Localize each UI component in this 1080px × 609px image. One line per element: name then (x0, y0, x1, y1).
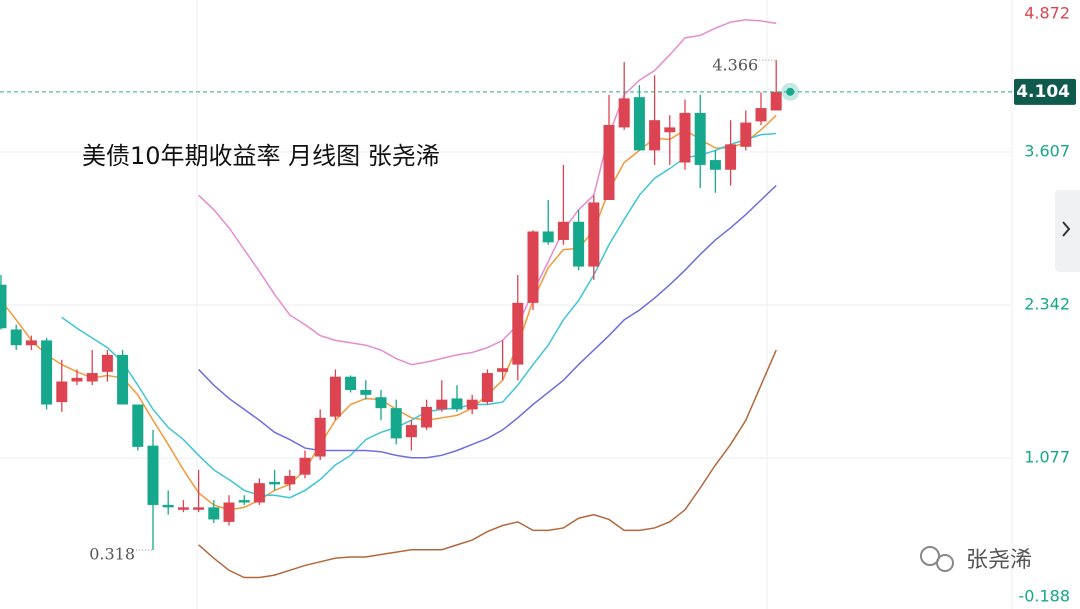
watermark-icon (920, 546, 940, 566)
last-price-tag-bg (1014, 78, 1076, 105)
candle-body (709, 160, 721, 170)
candle-body (345, 376, 357, 390)
candle-body (314, 417, 326, 457)
candle-body (573, 221, 585, 267)
candle-body (162, 504, 174, 508)
candle-body (588, 202, 600, 267)
candle-body (649, 120, 661, 151)
chart-title: 美债10年期收益率 月线图 张尧浠 (82, 142, 440, 170)
candle-body (466, 399, 478, 410)
candle-body (421, 406, 433, 428)
candle-body (86, 373, 98, 382)
indicator-line (198, 18, 777, 366)
candle-body (117, 354, 129, 405)
candle-body (694, 112, 706, 165)
y-tick-label: 4.872 (1024, 4, 1070, 23)
next-button-icon[interactable] (1062, 221, 1071, 237)
candle-body (375, 397, 387, 409)
candle-body (360, 389, 372, 395)
candle-body (481, 373, 493, 403)
candle-body (56, 381, 68, 403)
candle-body (238, 500, 250, 503)
candle-body (193, 507, 205, 510)
watermark: 张尧浠 (920, 546, 1032, 573)
candle-body (603, 124, 615, 201)
candle-body (557, 221, 569, 240)
indicator-line (198, 184, 777, 459)
candle-body (497, 368, 509, 372)
candle-body (527, 231, 539, 303)
candle-body (253, 483, 265, 503)
candle-body (512, 302, 524, 365)
candle-body (132, 404, 144, 447)
candle-body (542, 231, 554, 243)
annotation-label: 0.318 (89, 544, 135, 563)
candle-body (101, 354, 113, 372)
last-price-tag: 4.104 (1016, 82, 1070, 102)
watermark-text: 张尧浠 (966, 548, 1032, 573)
candle-body (740, 122, 752, 147)
candle-body (755, 108, 767, 122)
candle-body (390, 408, 402, 439)
candle-body (329, 376, 341, 417)
candle-body (284, 475, 296, 485)
candle-body (223, 502, 235, 522)
candle-body (25, 340, 37, 346)
annotation-label: 4.366 (712, 56, 758, 75)
candle-body (269, 481, 281, 485)
y-tick-label: 2.342 (1024, 295, 1070, 314)
y-tick-label: 3.607 (1024, 141, 1070, 160)
candle-body (208, 507, 220, 520)
indicator-line (61, 132, 777, 499)
candle-body (10, 329, 22, 346)
candle-body (71, 377, 83, 382)
candle-body (679, 112, 691, 163)
candle-body (41, 340, 53, 405)
y-tick-label: 1.077 (1024, 448, 1070, 467)
candle-body (436, 399, 448, 410)
watermark-icon (936, 554, 954, 572)
candle-body (633, 97, 645, 151)
candle-body (451, 398, 463, 410)
candle-body (299, 457, 311, 475)
candle-body (147, 445, 159, 505)
candle-body (0, 284, 7, 329)
indicator-line (0, 114, 777, 511)
candle-body (177, 507, 189, 510)
last-price-dot (786, 87, 795, 96)
candle-body (770, 91, 782, 111)
candle-body (725, 144, 737, 170)
candle-body (664, 127, 676, 133)
y-tick-label: -0.188 (1018, 587, 1070, 606)
indicator-line (198, 349, 777, 579)
next-button[interactable] (1055, 190, 1080, 272)
candle-body (618, 98, 630, 128)
candle-body (405, 425, 417, 438)
